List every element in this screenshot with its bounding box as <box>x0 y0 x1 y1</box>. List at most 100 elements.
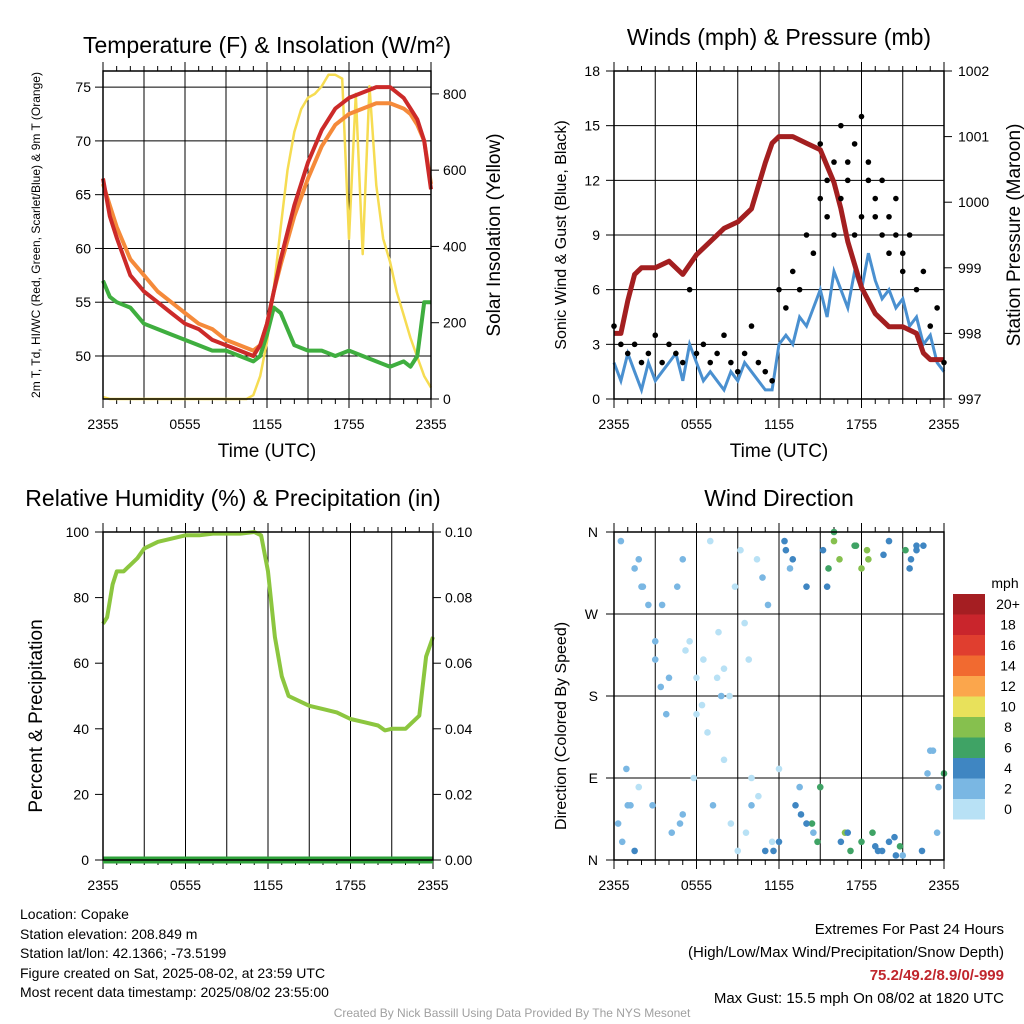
y2-tick-label: 0.10 <box>445 524 472 540</box>
y-tick-label: 9 <box>592 227 600 243</box>
direction-point <box>871 843 879 850</box>
gust-point <box>913 286 920 293</box>
x-tick-label: 2355 <box>87 416 118 432</box>
direction-point <box>686 638 693 645</box>
direction-point <box>668 829 676 836</box>
direction-point <box>865 556 872 563</box>
direction-point <box>720 756 728 764</box>
y2-tick-label: 1002 <box>958 63 989 79</box>
direction-point <box>863 546 871 554</box>
gust-point <box>934 305 940 311</box>
y-tick-label: 6 <box>592 282 600 298</box>
series-pressure <box>614 134 944 363</box>
legend-label: 12 <box>1000 678 1016 694</box>
direction-point <box>748 774 755 782</box>
direction-point <box>720 665 728 672</box>
direction-point <box>693 710 700 718</box>
direction-point <box>690 774 698 782</box>
extremes-info: Extremes For Past 24 Hours (High/Low/Max… <box>688 918 1004 1010</box>
y2-axis-label: Solar Insolation (Yellow) <box>484 133 505 336</box>
gust-point <box>645 350 652 357</box>
gust-point <box>817 195 824 202</box>
station-info: Location: Copake Station elevation: 208.… <box>20 905 329 1003</box>
direction-point <box>624 802 632 809</box>
y2-tick-label: 0 <box>443 391 451 407</box>
legend-swatch <box>953 635 985 656</box>
x-tick-label: 0555 <box>681 877 712 893</box>
direction-point <box>657 683 665 691</box>
direction-point <box>704 729 711 736</box>
chart-title: Relative Humidity (%) & Precipitation (i… <box>25 485 440 511</box>
direction-point <box>635 783 643 791</box>
max-gust-text: Max Gust: 15.5 mph On 08/02 at 1820 UTC <box>713 990 1004 1007</box>
gust-point <box>652 332 659 339</box>
y-tick-label: 65 <box>75 187 91 203</box>
direction-point <box>907 556 915 563</box>
gust-point <box>673 350 679 357</box>
gust-point <box>920 268 927 275</box>
direction-point <box>810 829 817 836</box>
y2-tick-label: 998 <box>958 325 982 341</box>
gust-point <box>693 350 700 357</box>
y-tick-label: 80 <box>73 590 89 606</box>
direction-point <box>781 537 788 545</box>
legend-title: mph <box>991 575 1018 591</box>
gust-point <box>624 350 631 357</box>
direction-point <box>679 556 687 563</box>
y2-tick-label: 400 <box>443 238 467 254</box>
direction-point <box>638 583 645 590</box>
direction-point <box>918 847 926 855</box>
direction-point <box>693 674 700 682</box>
direction-point <box>814 838 821 846</box>
direction-point <box>748 802 755 809</box>
direction-point <box>924 770 931 777</box>
direction-point <box>618 838 626 846</box>
legend-label: 0 <box>1004 801 1012 817</box>
gust-point <box>666 341 672 348</box>
x-tick-label: 1755 <box>846 877 877 893</box>
y-tick-label: 15 <box>584 118 600 134</box>
gust-point <box>899 250 906 257</box>
x-axis-label: Time (UTC) <box>218 441 317 462</box>
legend-swatch <box>953 696 985 717</box>
direction-point <box>869 829 876 836</box>
direction-point <box>775 838 783 846</box>
panel-2: 2355 0555 1155 1755 2355 0 0.00 20 0.02 40 0.04 60 0… <box>25 485 472 893</box>
gust-point <box>789 268 796 275</box>
gust-point <box>803 232 810 238</box>
location-text: Location: Copake <box>20 906 129 922</box>
y-tick-label: N <box>588 852 598 868</box>
plot-frame <box>613 70 945 400</box>
chart-title: Temperature (F) & Insolation (W/m²) <box>83 32 451 58</box>
gust-point <box>776 286 782 293</box>
y-tick-label: 50 <box>75 348 91 364</box>
y-tick-label: 40 <box>73 721 89 737</box>
direction-point <box>906 565 913 572</box>
direction-point <box>761 847 769 855</box>
gust-point <box>899 268 906 275</box>
y2-tick-label: 0.00 <box>445 852 472 868</box>
panel-0: 2355 0555 1155 1755 2355 50 55 60 65 70 75 0 200 400 6… <box>29 32 505 462</box>
x-tick-label: 2355 <box>598 416 629 432</box>
y2-tick-label: 200 <box>443 315 467 331</box>
y-tick-label: 60 <box>73 655 89 671</box>
gust-point <box>858 113 865 120</box>
plot-frame <box>102 70 432 400</box>
gust-point <box>679 359 686 366</box>
y-tick-label: 100 <box>66 524 90 540</box>
direction-point <box>673 583 681 590</box>
direction-point <box>808 820 816 827</box>
y-tick-label: 75 <box>75 79 91 95</box>
x-axis-label: Time (UTC) <box>730 441 829 462</box>
legend-swatch <box>953 799 985 820</box>
legend-label: 16 <box>1000 637 1016 653</box>
legend-label: 8 <box>1004 719 1012 735</box>
y-tick-label: E <box>589 770 598 786</box>
direction-point <box>899 852 907 859</box>
direction-point <box>709 802 717 809</box>
direction-point <box>926 747 934 754</box>
direction-point <box>816 783 824 791</box>
gust-point <box>927 323 934 329</box>
y2-tick-label: 600 <box>443 162 467 178</box>
